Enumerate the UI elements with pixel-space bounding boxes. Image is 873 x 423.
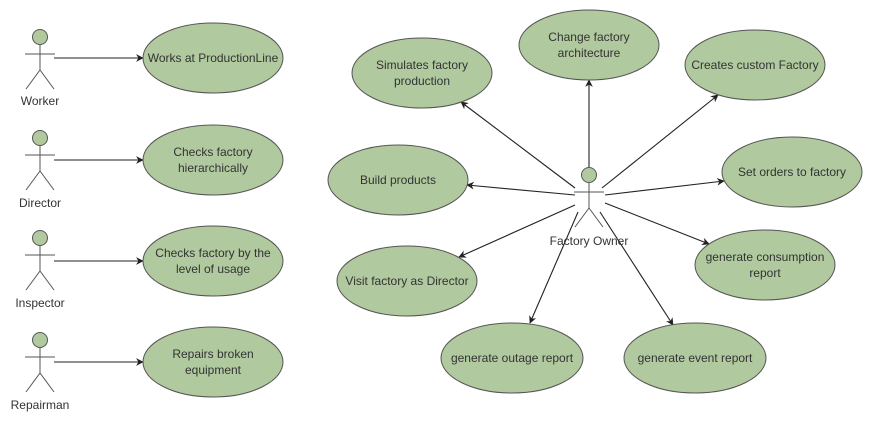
use-case-label: report (749, 266, 781, 280)
use-case-ellipse (518, 9, 660, 81)
use-case-set-orders-to-factory[interactable]: Set orders to factory (721, 136, 863, 208)
use-case-label: Checks factory (173, 145, 252, 159)
use-case-ellipse (351, 37, 493, 109)
association-arrow-factory-owner-to-generate-outage-report (529, 211, 579, 324)
actor-stick-figure-icon (25, 29, 55, 90)
use-case-ellipse (142, 225, 284, 297)
use-case-label: generate consumption (706, 250, 825, 264)
use-case-label: Visit factory as Director (345, 274, 468, 288)
use-case-creates-custom-factory[interactable]: Creates custom Factory (684, 29, 826, 101)
associations (54, 54, 725, 366)
use-case-simulates-factory-production[interactable]: Simulates factory production (351, 37, 493, 109)
actor-label: Director (19, 196, 61, 210)
actor-label: Worker (21, 94, 59, 108)
use-case-works-at-production-line[interactable]: Works at ProductionLine (142, 22, 284, 94)
use-case-generate-event-report[interactable]: generate event report (623, 322, 767, 394)
use-case-ellipse (336, 245, 478, 317)
use-case-label: Build products (360, 173, 436, 187)
use-case-visit-factory-as-director[interactable]: Visit factory as Director (336, 245, 478, 317)
use-case-label: generate event report (638, 351, 753, 365)
actor-factory-owner[interactable]: Factory Owner (550, 167, 629, 249)
use-case-label: production (394, 74, 450, 88)
actor-stick-figure-icon (25, 332, 55, 393)
association-arrow-factory-owner-to-generate-event-report (599, 211, 674, 326)
use-case-label: Set orders to factory (738, 165, 846, 179)
association-arrow-factory-owner-to-simulates-factory-production (460, 101, 576, 189)
association-arrow-factory-owner-to-build-products (466, 181, 576, 196)
use-case-build-products[interactable]: Build products (327, 144, 469, 216)
use-case-checks-factory-by-usage[interactable]: Checks factory by the level of usage (142, 225, 284, 297)
actor-label: Inspector (15, 296, 64, 310)
use-case-ellipse (623, 322, 767, 394)
use-case-label: equipment (185, 363, 242, 377)
association-arrow-factory-owner-to-visit-factory-as-director (458, 204, 576, 258)
association-arrow-factory-owner-to-set-orders-to-factory (604, 177, 725, 196)
use-case-label: level of usage (176, 262, 250, 276)
use-case-ellipse (684, 29, 826, 101)
actors: Worker Director Inspector Repairman Factory … (11, 29, 629, 413)
use-case-label: hierarchically (178, 161, 248, 175)
use-case-ellipse (440, 322, 584, 394)
actor-director[interactable]: Director (19, 130, 61, 211)
use-case-label: Repairs broken (172, 347, 253, 361)
use-case-repairs-broken-equipment[interactable]: Repairs broken equipment (142, 326, 284, 398)
actor-label: Repairman (11, 398, 70, 412)
actor-label: Factory Owner (550, 234, 629, 248)
use-case-ellipse (327, 144, 469, 216)
use-case-label: Works at ProductionLine (148, 51, 279, 65)
use-case-label: Change factory (548, 30, 629, 44)
use-case-change-factory-architecture[interactable]: Change factory architecture (518, 9, 660, 81)
use-case-label: Checks factory by the (155, 246, 271, 260)
actor-inspector[interactable]: Inspector (15, 230, 65, 311)
actor-stick-figure-icon (574, 167, 604, 228)
actor-stick-figure-icon (25, 130, 55, 191)
use-case-ellipse (142, 124, 284, 196)
association-arrow-factory-owner-to-generate-consumption-report (604, 202, 710, 246)
use-case-label: Simulates factory (376, 58, 468, 72)
use-case-ellipse (721, 136, 863, 208)
actor-repairman[interactable]: Repairman (11, 332, 70, 413)
use-case-ellipse (694, 229, 836, 301)
use-case-ellipse (142, 326, 284, 398)
use-case-label: generate outage report (451, 351, 574, 365)
use-cases: Works at ProductionLine Checks factory hie… (142, 9, 863, 398)
actor-worker[interactable]: Worker (21, 29, 59, 109)
use-case-label: architecture (558, 46, 621, 60)
actor-stick-figure-icon (25, 230, 55, 291)
use-case-generate-outage-report[interactable]: generate outage report (440, 322, 584, 394)
use-case-checks-factory-hierarchically[interactable]: Checks factory hierarchically (142, 124, 284, 196)
use-case-ellipse (142, 22, 284, 94)
use-case-label: Creates custom Factory (691, 58, 818, 72)
use-case-generate-consumption-report[interactable]: generate consumption report (694, 229, 836, 301)
association-arrow-factory-owner-to-creates-custom-factory (601, 94, 719, 189)
